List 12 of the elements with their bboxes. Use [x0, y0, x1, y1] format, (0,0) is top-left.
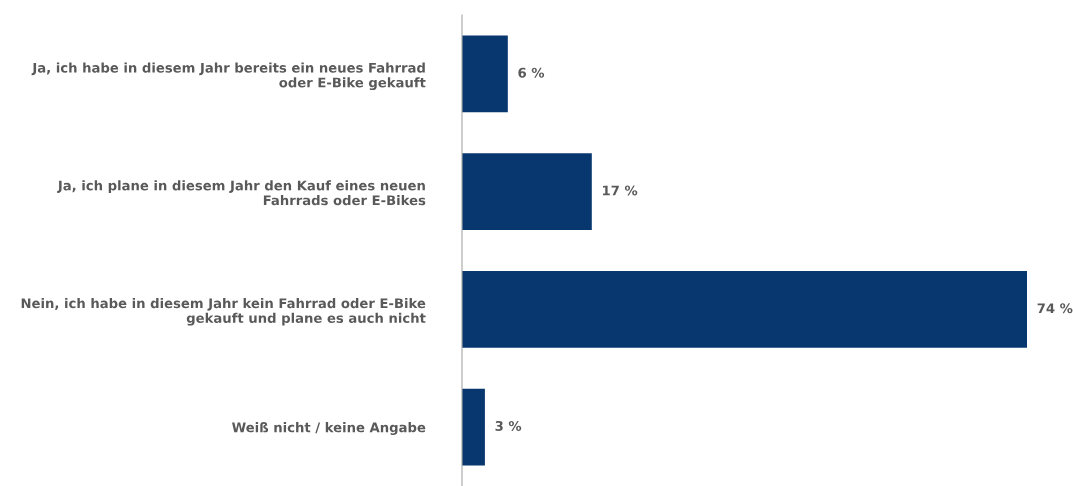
data-label: 6 %	[518, 67, 545, 78]
data-label: 17 %	[603, 185, 638, 196]
bar	[462, 388, 485, 466]
bar	[462, 35, 508, 113]
y-tick-label: Ja, ich plane in diesem Jahr den Kauf eines neuen Fahrrads oder E-Bikes	[57, 180, 426, 206]
bar	[462, 153, 592, 230]
y-tick-label: Nein, ich habe in diesem Jahr kein Fahrrad oder E-Bike gekauft und plane es auch nicht	[21, 297, 426, 326]
data-label: 74 %	[1037, 303, 1073, 314]
y-tick-label: Weiß nicht / keine Angabe	[232, 422, 426, 435]
data-label: 3 %	[495, 420, 522, 431]
bar	[462, 271, 1027, 348]
y-tick-label: Ja, ich habe in diesem Jahr bereits ein neues Fahrrad oder E-Bike gekauft	[31, 62, 426, 91]
